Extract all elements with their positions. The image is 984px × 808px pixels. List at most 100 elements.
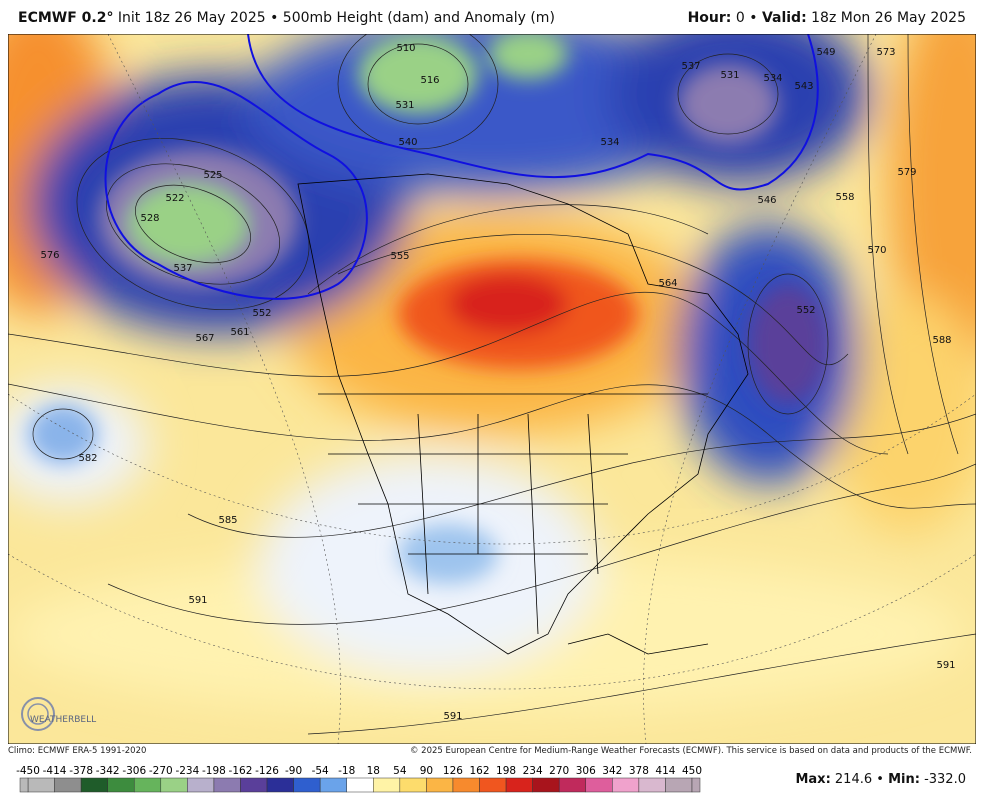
contour-label: 582 [78, 453, 97, 464]
colorbar-tick-label: -198 [202, 765, 226, 777]
max-label: Max: [795, 772, 831, 787]
colorbar-tick-label: 306 [576, 765, 596, 777]
coastlines [297, 173, 749, 655]
colorbar-tick-label: -54 [312, 765, 329, 777]
contour-label: 570 [867, 245, 886, 256]
colorbar-swatch [399, 777, 427, 793]
colorbar-swatch [479, 777, 507, 793]
contour-label: 585 [218, 515, 237, 526]
colorbar-tick-label: -378 [69, 765, 93, 777]
colorbar-tick-label: 414 [655, 765, 675, 777]
contour-label: 525 [203, 170, 222, 181]
colorbar-swatch [213, 777, 241, 793]
contour-label: 579 [897, 167, 916, 178]
contour-label: 543 [794, 81, 813, 92]
colorbar-swatch [452, 777, 480, 793]
colorbar-swatch [426, 777, 454, 793]
colorbar-swatch [27, 777, 55, 793]
header-right: Hour: 0 • Valid: 18z Mon 26 May 2025 [688, 10, 966, 26]
contour-label: 516 [420, 75, 439, 86]
colorbar-swatch [293, 777, 321, 793]
contour-label: 591 [443, 711, 462, 722]
colorbar-tick-label: -450 [16, 765, 40, 777]
colorbar-tick-label: 234 [523, 765, 543, 777]
colorbar: -450 -414 -378 -342 -306 -270 -234 -198 -162 -126… [16, 765, 702, 793]
contour-label: 591 [188, 595, 207, 606]
colorbar-tick-label: 342 [602, 765, 622, 777]
copyright: © 2025 European Centre for Medium-Range … [409, 746, 972, 756]
contour-label: 540 [398, 137, 417, 148]
hour: 0 • [735, 10, 758, 26]
contour-label: 591 [936, 660, 955, 671]
contour-label: 552 [252, 308, 271, 319]
anomaly-field [8, 34, 976, 744]
contour-label: 522 [165, 193, 184, 204]
contour-label: 537 [681, 61, 700, 72]
colorbar-swatch [638, 777, 666, 793]
graticule [8, 34, 976, 744]
colorbar-swatch [532, 777, 560, 793]
min: -332.0 [924, 772, 966, 787]
colorbar-swatch [187, 777, 215, 793]
colorbar-swatch [54, 777, 82, 793]
contour-label: 510 [396, 43, 415, 54]
colorbar-swatch [160, 777, 188, 793]
max: 214.6 • [834, 772, 884, 787]
logo: WEATHERBELL [21, 697, 96, 731]
logo-text: WEATHERBELL [30, 715, 96, 725]
valid: 18z Mon 26 May 2025 [811, 10, 966, 26]
stats: Max: 214.6 • Min: -332.0 [795, 772, 966, 787]
colorbar-swatch [80, 777, 108, 793]
colorbar-swatch [373, 777, 401, 793]
colorbar-swatch [505, 777, 533, 793]
colorbar-swatch [612, 777, 640, 793]
contour-label: 528 [140, 213, 159, 224]
colorbar-swatch [585, 777, 613, 793]
degree: ° [106, 10, 114, 26]
colorbar-tick-label: 198 [496, 765, 516, 777]
contour-label: 567 [195, 333, 214, 344]
valid-label: Valid: [761, 10, 807, 26]
contour-label: 537 [173, 263, 192, 274]
colorbar-swatch [107, 777, 135, 793]
colorbar-tick-label: 18 [367, 765, 380, 777]
colorbar-end [691, 777, 701, 793]
hour-label: Hour: [687, 10, 732, 26]
colorbar-swatch [346, 777, 374, 793]
colorbar-tick-label: 54 [393, 765, 407, 777]
colorbar-tick-label: -270 [149, 765, 173, 777]
colorbar-tick-label: 450 [682, 765, 702, 777]
contour-labels: 5375315165225255285525615675765825855915… [40, 43, 955, 722]
contour-label: 546 [757, 195, 776, 206]
colorbar-swatch [558, 777, 587, 793]
colorbar-tick-label: 162 [469, 765, 489, 777]
colorbar-tick-label: 270 [549, 765, 569, 777]
contour-label: 555 [390, 251, 409, 262]
colorbar-swatch [240, 777, 268, 793]
contour-label: 549 [816, 47, 835, 58]
contour-label: 576 [40, 250, 59, 261]
contour-label: 534 [763, 73, 782, 84]
contour-label: 588 [932, 335, 951, 346]
colorbar-end [19, 777, 29, 793]
title: Init 18z 26 May 2025 • 500mb Height (dam… [117, 10, 555, 26]
header-left: ECMWF 0.2° Init 18z 26 May 2025 • 500mb … [18, 10, 555, 26]
colorbar-tick-label: -234 [175, 765, 199, 777]
contour-label: 561 [230, 327, 249, 338]
colorbar-tick-label: -18 [338, 765, 355, 777]
colorbar-tick-label: 90 [420, 765, 433, 777]
colorbar-swatch [133, 777, 162, 793]
contours [8, 34, 976, 735]
colorbar-swatch [319, 777, 347, 793]
colorbar-swatch [665, 777, 693, 793]
contour-label: 552 [796, 305, 815, 316]
colorbar-tick-label: -162 [229, 765, 253, 777]
contour-label: 564 [658, 278, 677, 289]
colorbar-tick-label: -90 [285, 765, 302, 777]
colorbar-tick-label: -342 [96, 765, 120, 777]
colorbar-tick-label: 378 [629, 765, 649, 777]
colorbar-tick-label: -306 [122, 765, 146, 777]
colorbar-tick-label: -414 [43, 765, 67, 777]
contour-label: 573 [876, 47, 895, 58]
